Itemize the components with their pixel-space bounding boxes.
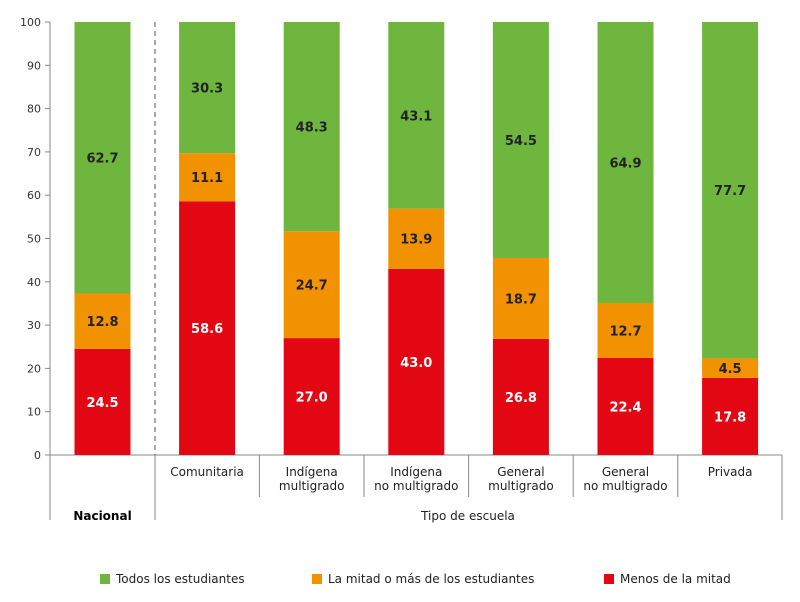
data-label: 13.9 bbox=[400, 233, 432, 248]
bar-segment-la-mitad-o-mas-de-los-estudiantes-nacional bbox=[74, 293, 131, 349]
bar-segment-menos-de-la-mitad-general-multigrado bbox=[492, 338, 549, 455]
bar-segment-menos-de-la-mitad-privada bbox=[702, 377, 759, 455]
y-tick-label: 90 bbox=[27, 59, 41, 72]
data-label: 4.5 bbox=[719, 362, 742, 377]
data-label: 24.5 bbox=[86, 396, 118, 411]
data-label: 12.8 bbox=[86, 315, 118, 330]
data-label: 64.9 bbox=[609, 157, 641, 172]
legend-swatch-la-mitad-o-mas-de-los-estudiantes bbox=[312, 574, 322, 584]
data-label: 26.8 bbox=[505, 391, 537, 406]
data-label: 27.0 bbox=[296, 391, 328, 406]
y-tick-label: 40 bbox=[27, 276, 41, 289]
y-tick-label: 100 bbox=[20, 16, 41, 29]
data-label: 30.3 bbox=[191, 82, 223, 97]
data-label: 24.7 bbox=[296, 279, 328, 294]
bar-segment-menos-de-la-mitad-comunitaria bbox=[179, 201, 236, 455]
bar-segment-menos-de-la-mitad-indigena-multigrado bbox=[283, 338, 340, 455]
bar-segment-la-mitad-o-mas-de-los-estudiantes-general-no-multigrado bbox=[597, 303, 654, 359]
bar-segment-la-mitad-o-mas-de-los-estudiantes-privada bbox=[702, 358, 759, 378]
bar-segment-todos-los-estudiantes-indigena-multigrado bbox=[283, 22, 340, 232]
y-tick-label: 30 bbox=[27, 319, 41, 332]
legend-label-menos-de-la-mitad: Menos de la mitad bbox=[620, 572, 731, 586]
y-tick-label: 20 bbox=[27, 362, 41, 375]
bar-segment-menos-de-la-mitad-general-no-multigrado bbox=[597, 358, 654, 455]
legend-label-la-mitad-o-mas-de-los-estudiantes: La mitad o más de los estudiantes bbox=[328, 572, 534, 586]
data-label: 62.7 bbox=[86, 152, 118, 167]
category-label: Indígena bbox=[286, 465, 338, 479]
data-label: 12.7 bbox=[609, 325, 641, 340]
category-label: multigrado bbox=[279, 479, 345, 493]
data-label: 43.1 bbox=[400, 109, 432, 124]
data-label: 11.1 bbox=[191, 171, 223, 186]
bar-segment-todos-los-estudiantes-nacional bbox=[74, 22, 131, 294]
bar-segment-todos-los-estudiantes-general-no-multigrado bbox=[597, 22, 654, 304]
bar-segment-todos-los-estudiantes-indigena-no-multigrado bbox=[388, 22, 445, 209]
bar-segment-la-mitad-o-mas-de-los-estudiantes-indigena-no-multigrado bbox=[388, 208, 445, 269]
category-label: Privada bbox=[708, 465, 753, 479]
data-label: 54.5 bbox=[505, 134, 537, 149]
data-label: 77.7 bbox=[714, 184, 746, 199]
bar-segment-la-mitad-o-mas-de-los-estudiantes-indigena-multigrado bbox=[283, 231, 340, 339]
y-tick-label: 80 bbox=[27, 103, 41, 116]
category-label: Comunitaria bbox=[170, 465, 244, 479]
data-label: 48.3 bbox=[296, 121, 328, 136]
category-label: no multigrado bbox=[374, 479, 458, 493]
bar-segment-menos-de-la-mitad-indigena-no-multigrado bbox=[388, 268, 445, 455]
category-label: Indígena bbox=[390, 465, 442, 479]
bar-segment-todos-los-estudiantes-comunitaria bbox=[179, 22, 236, 154]
category-label: no multigrado bbox=[583, 479, 667, 493]
bar-segment-la-mitad-o-mas-de-los-estudiantes-comunitaria bbox=[179, 153, 236, 202]
data-label: 22.4 bbox=[609, 401, 641, 416]
y-tick-label: 70 bbox=[27, 146, 41, 159]
category-label: multigrado bbox=[488, 479, 554, 493]
bar-segment-todos-los-estudiantes-general-multigrado bbox=[492, 22, 549, 258]
group-label-nacional: Nacional bbox=[73, 509, 131, 523]
bar-segment-todos-los-estudiantes-privada bbox=[702, 22, 759, 359]
category-label: General bbox=[497, 465, 544, 479]
group-label-tipo-de-escuela: Tipo de escuela bbox=[420, 509, 515, 523]
data-label: 17.8 bbox=[714, 410, 746, 425]
y-tick-label: 50 bbox=[27, 233, 41, 246]
data-label: 58.6 bbox=[191, 322, 223, 337]
legend-label-todos-los-estudiantes: Todos los estudiantes bbox=[115, 572, 245, 586]
legend-swatch-menos-de-la-mitad bbox=[604, 574, 614, 584]
bar-segment-menos-de-la-mitad-nacional bbox=[74, 348, 131, 455]
category-label: General bbox=[602, 465, 649, 479]
y-tick-label: 60 bbox=[27, 189, 41, 202]
y-tick-label: 10 bbox=[27, 406, 41, 419]
legend-swatch-todos-los-estudiantes bbox=[100, 574, 110, 584]
y-tick-label: 0 bbox=[34, 449, 41, 462]
bar-segment-la-mitad-o-mas-de-los-estudiantes-general-multigrado bbox=[492, 257, 549, 339]
data-label: 43.0 bbox=[400, 356, 432, 371]
data-label: 18.7 bbox=[505, 292, 537, 307]
